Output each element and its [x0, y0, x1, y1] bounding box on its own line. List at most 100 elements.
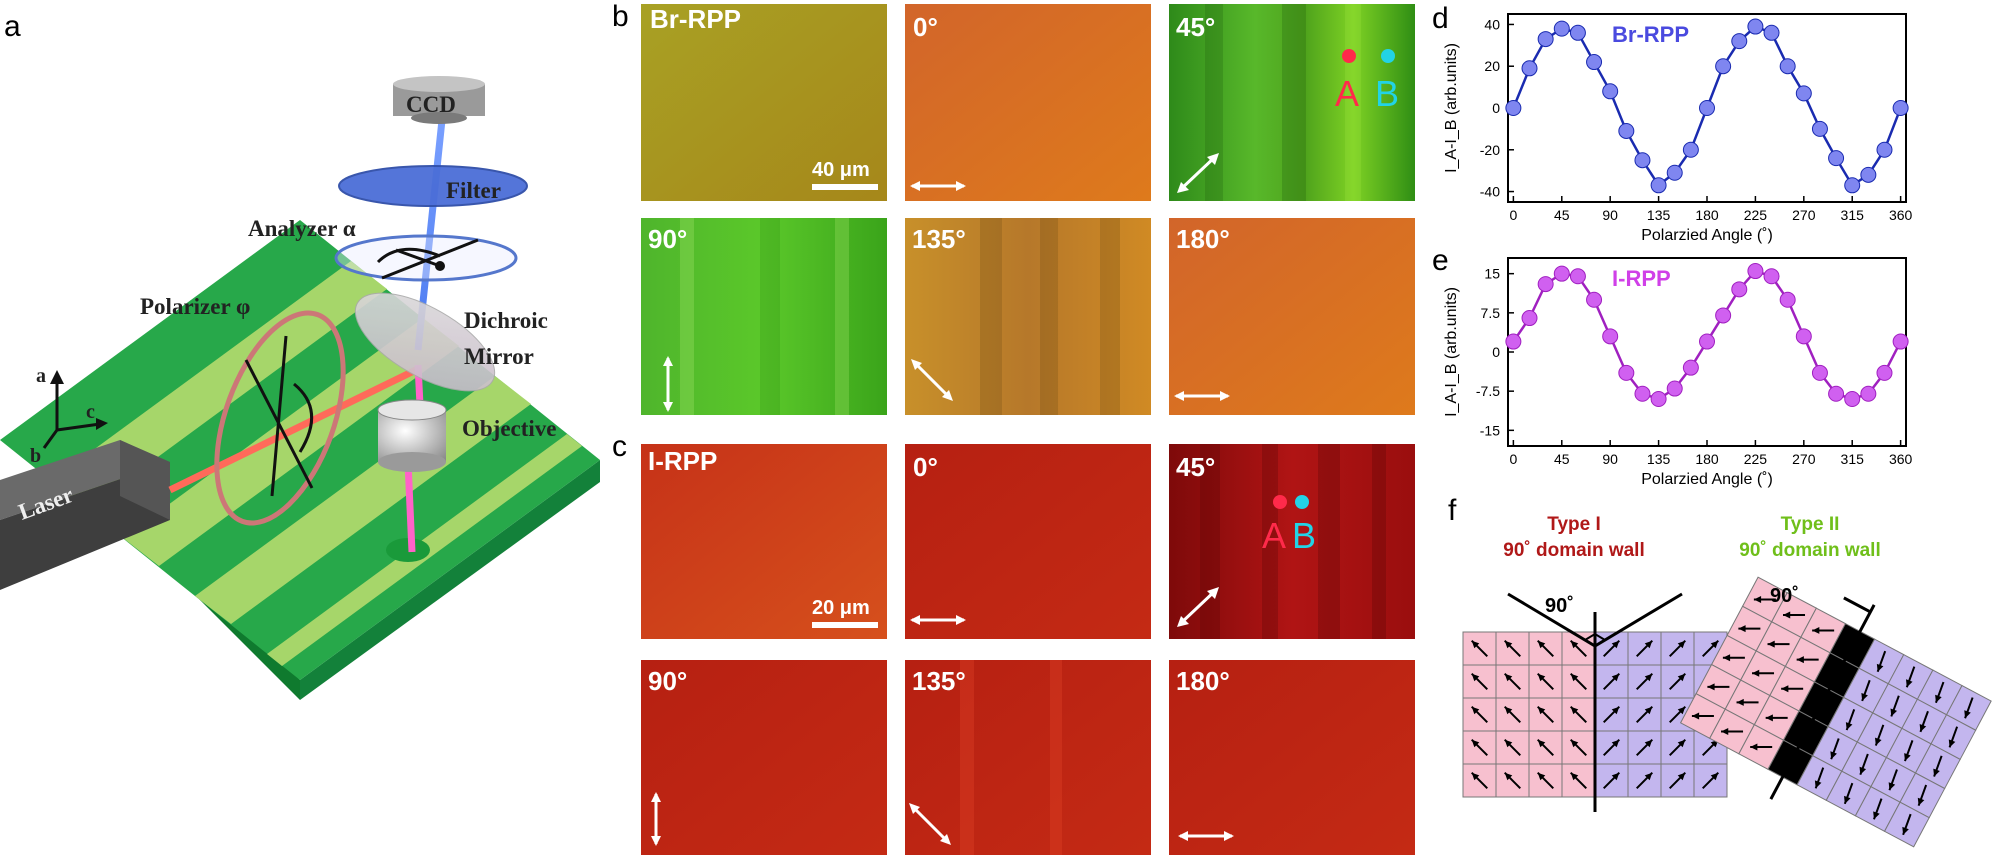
data-point [1569, 268, 1586, 285]
wall-angle-marker [1507, 592, 1683, 648]
i-polarization-arrows [651, 587, 1234, 846]
arrow-head [1917, 797, 1925, 806]
br-tile-135 [905, 218, 1151, 415]
br-tile-0 [905, 4, 1151, 201]
x-tick-label: 225 [1744, 451, 1768, 467]
data-point [1699, 333, 1715, 350]
data-point [1553, 20, 1570, 37]
arrow-head [1948, 739, 1956, 748]
br-point-b-label: B [1375, 73, 1399, 114]
i-point-a-label: A [1262, 515, 1286, 556]
data-point [1602, 328, 1619, 345]
x-tick-label: 45 [1554, 207, 1570, 223]
panel-letter-f: f [1448, 494, 1457, 527]
data-point [1731, 281, 1748, 298]
br-point-a-label: A [1335, 73, 1359, 114]
x-tick-label: 270 [1792, 451, 1816, 467]
type2-title: Type II [1781, 514, 1840, 535]
br-rpp-label: Br-RPP [650, 4, 741, 34]
data-point [1505, 333, 1522, 350]
data-point [1747, 18, 1764, 35]
chart-d: 0 45 90 135 180 225 270 315 360 -40 -20 0 20 40 Polarz… [1443, 13, 1913, 244]
type2-grid [1679, 576, 1992, 848]
x-tick-label: 135 [1647, 207, 1671, 223]
x-tick-label: 0 [1509, 207, 1517, 223]
x-tick-label: 360 [1889, 207, 1913, 223]
i-point-a-dot [1273, 495, 1287, 509]
polarizer-label: Polarizer φ [140, 294, 250, 319]
br-tile-90 [641, 218, 887, 415]
arrow-head [1611, 673, 1620, 682]
arrow-head [1471, 772, 1480, 781]
i-angle-0: 0° [913, 452, 938, 482]
analyzer-ring [334, 234, 518, 282]
arrow-head [1644, 640, 1653, 649]
pink-beam-lower [404, 461, 416, 553]
arrow-head [1859, 766, 1867, 775]
i-tile-label [641, 444, 887, 639]
arrow-head [1752, 669, 1760, 677]
x-tick-label: 180 [1695, 207, 1719, 223]
polarizer-arrows [244, 335, 314, 497]
arrow-head [1902, 826, 1909, 835]
dichroic-mirror [354, 292, 496, 392]
data-point [1876, 364, 1893, 381]
ccd-label: CCD [406, 92, 456, 117]
arrow-head [1890, 708, 1898, 717]
panel-letter-c: c [612, 430, 627, 463]
data-point [1811, 364, 1828, 381]
arrow-head [1471, 673, 1480, 682]
arrow-head [1644, 772, 1653, 781]
data-point [1666, 380, 1683, 397]
data-point [1779, 291, 1796, 308]
i-angle-90: 90° [648, 666, 687, 696]
y-tick-label: 0 [1492, 100, 1500, 116]
arrow-head [1722, 654, 1731, 662]
br-angle-45: 45° [1176, 12, 1215, 42]
i-angle-180: 180° [1176, 666, 1230, 696]
laser-spot [386, 538, 430, 562]
chart-e: 0 45 90 135 180 225 270 315 360 -15 -7.5 0 7.5 15 Pola… [1443, 257, 1913, 488]
data-point [1715, 307, 1732, 324]
arrow-head [1504, 739, 1513, 748]
br-angle-0: 0° [913, 12, 938, 42]
y-tick-label: 0 [1492, 344, 1500, 360]
arrow-head [1767, 640, 1775, 648]
arrow-head [1876, 663, 1884, 672]
data-point [1892, 100, 1909, 116]
arrow-head [1904, 753, 1911, 762]
i-stripe-texture [960, 444, 1386, 855]
y-tick-label: 20 [1484, 58, 1500, 74]
objective-lens [377, 399, 447, 472]
arrow-head [1504, 640, 1513, 649]
laser-box-end [120, 440, 170, 520]
arrow-head [1830, 751, 1837, 760]
data-point [1521, 60, 1538, 77]
data-point [1763, 268, 1780, 285]
y-tick-label: -15 [1480, 422, 1500, 438]
polarizer-ring [214, 310, 346, 526]
arrow-head [1537, 772, 1546, 781]
series-annotation: Br-RPP [1612, 22, 1689, 47]
arrow-head [1570, 640, 1579, 649]
data-point [1618, 122, 1635, 139]
arrow-head [1471, 706, 1480, 715]
domain-cell [1528, 664, 1563, 699]
br-point-b-dot [1381, 49, 1395, 63]
arrow-head [1753, 595, 1762, 603]
data-point [1537, 31, 1554, 48]
arrow-head [1570, 673, 1579, 682]
y-tick-label: -40 [1480, 184, 1500, 200]
arrow-head [1677, 772, 1686, 781]
arrow-head [1644, 673, 1653, 682]
data-point [1521, 310, 1538, 327]
data-point [1569, 24, 1586, 41]
arrow-head [1504, 772, 1513, 781]
arrow-head [1677, 706, 1686, 715]
arrow-head [1736, 698, 1744, 706]
x-tick-label: 225 [1744, 207, 1768, 223]
x-tick-label: 0 [1509, 451, 1517, 467]
x-axis-title: Polarzied Angle (˚) [1641, 471, 1773, 488]
data-point [1618, 364, 1635, 381]
data-point [1779, 58, 1796, 75]
